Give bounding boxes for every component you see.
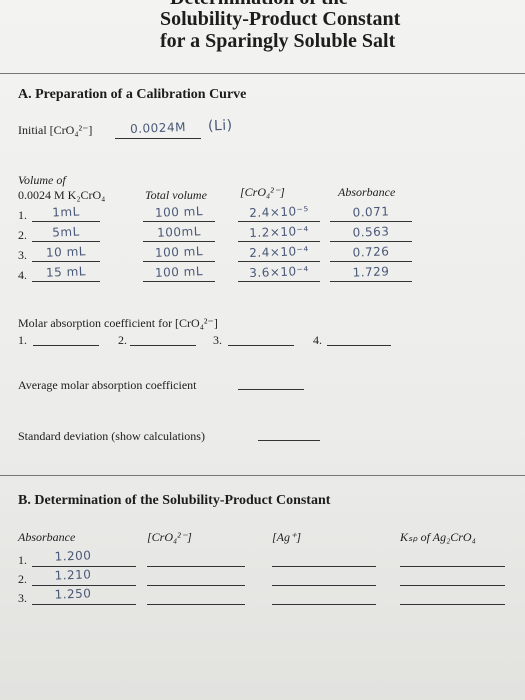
row-number: 1.	[18, 553, 27, 567]
item-number: 3.	[213, 333, 222, 347]
handwritten-value: 1.200	[54, 548, 92, 564]
handwritten-value: 1mL	[51, 204, 80, 220]
blank	[330, 221, 412, 222]
handwritten-value: 0.071	[352, 204, 390, 220]
blank	[272, 604, 376, 605]
blank	[400, 566, 505, 567]
item-number: 2.	[118, 333, 127, 347]
blank	[400, 585, 505, 586]
blank	[147, 604, 245, 605]
handwritten-value: 5mL	[51, 224, 80, 240]
blank	[32, 261, 100, 262]
column-header: [CrO₄²⁻]	[240, 185, 285, 199]
handwritten-value: 100mL	[156, 224, 202, 240]
handwritten-value: 1.250	[54, 586, 92, 602]
blank	[228, 345, 294, 346]
handwritten-value: 100 mL	[154, 204, 204, 220]
handwritten-value: 1.210	[54, 567, 92, 583]
column-header: Kₛₚ of Ag₂CrO₄	[400, 530, 476, 544]
handwritten-value: 10 mL	[45, 244, 87, 260]
row-number: 1.	[18, 208, 27, 222]
blank	[32, 281, 100, 282]
handwritten-value: 0.726	[352, 244, 390, 260]
column-header: Absorbance	[18, 530, 76, 544]
column-header: [CrO₄²⁻]	[147, 530, 192, 544]
column-header: [Ag⁺]	[272, 530, 302, 544]
handwritten-value: 3.6×10⁻⁴	[248, 263, 310, 281]
blank	[143, 221, 215, 222]
handwritten-value: 100 mL	[154, 244, 204, 260]
handwritten-value: 0.0024M	[129, 120, 187, 136]
label: Average molar absorption coefficient	[18, 378, 197, 392]
handwritten-value: 15 mL	[45, 264, 87, 280]
handwritten-note: (Li)	[207, 117, 233, 135]
item-number: 4.	[313, 333, 322, 347]
blank	[32, 221, 100, 222]
blank	[143, 241, 215, 242]
handwritten-value: 0.563	[352, 224, 390, 240]
blank	[147, 566, 245, 567]
title-line2: for a Sparingly Soluble Salt	[160, 30, 396, 52]
blank	[33, 345, 99, 346]
label: Molar absorption coefficient for [CrO₄²⁻…	[18, 316, 218, 330]
row-number: 2.	[18, 228, 27, 242]
blank	[327, 345, 391, 346]
blank	[238, 261, 320, 262]
blank	[238, 241, 320, 242]
blank	[32, 585, 136, 586]
column-header: Volume of	[18, 173, 66, 187]
section-heading: B. Determination of the Solubility-Produ…	[18, 493, 331, 508]
handwritten-value: 2.4×10⁻⁴	[248, 243, 310, 261]
row-number: 3.	[18, 248, 27, 262]
blank	[115, 138, 201, 139]
blank	[238, 281, 320, 282]
blank	[330, 241, 412, 242]
title-line1: Solubility-Product Constant	[160, 8, 401, 30]
initial-label: Initial [CrO₄²⁻]	[18, 123, 93, 137]
blank	[272, 585, 376, 586]
item-number: 1.	[18, 333, 27, 347]
row-number: 2.	[18, 572, 27, 586]
blank	[272, 566, 376, 567]
handwritten-value: 2.4×10⁻⁵	[248, 203, 310, 221]
row-number: 4.	[18, 268, 27, 282]
blank	[258, 440, 320, 441]
blank	[32, 241, 100, 242]
row-number: 3.	[18, 591, 27, 605]
column-header: 0.0024 M K₂CrO₄	[18, 188, 106, 202]
column-header: Total volume	[145, 188, 207, 202]
handwritten-value: 100 mL	[154, 264, 204, 280]
blank	[147, 585, 245, 586]
divider	[0, 73, 525, 74]
blank	[330, 261, 412, 262]
blank	[32, 566, 136, 567]
handwritten-value: 1.729	[352, 264, 390, 280]
blank	[238, 389, 304, 390]
blank	[400, 604, 505, 605]
cut-title: Determination of the	[170, 0, 348, 9]
blank	[143, 261, 215, 262]
divider	[0, 475, 525, 476]
blank	[143, 281, 215, 282]
section-heading: A. Preparation of a Calibration Curve	[18, 87, 247, 102]
handwritten-value: 1.2×10⁻⁴	[248, 223, 310, 241]
blank	[130, 345, 196, 346]
label: Standard deviation (show calculations)	[18, 429, 205, 443]
blank	[238, 221, 320, 222]
column-header: Absorbance	[338, 185, 396, 199]
blank	[32, 604, 136, 605]
blank	[330, 281, 412, 282]
